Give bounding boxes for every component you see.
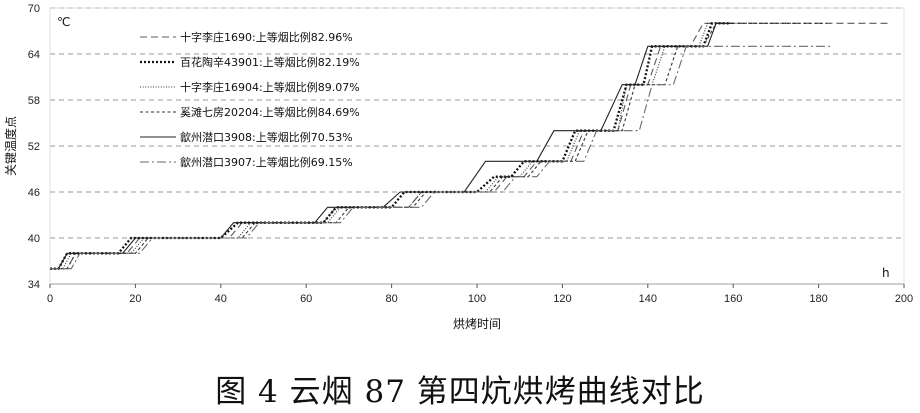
series-line-2 [50,22,798,270]
axes [49,7,905,288]
x-tick-label-0: 0 [47,293,53,305]
legend-label-5: 歙州潜口3907:上等烟比例69.15% [180,155,353,169]
x-tick-label-7: 140 [639,293,657,305]
x-tick-label-4: 80 [385,293,397,305]
x-tick-label-6: 120 [553,293,571,305]
x-tick-label-8: 160 [724,293,742,305]
y-axis-title: 关键温度点 [3,116,18,176]
series-line-1 [50,22,729,270]
figure-caption: 图 4 云烟 87 第四炕烘烤曲线对比 [215,374,705,410]
x-tick-label-3: 60 [300,293,312,305]
legend-label-2: 十字李庄16904:上等烟比例89.07% [180,80,360,94]
legend-label-0: 十字李庄1690:上等烟比例82.96% [180,30,353,44]
series-line-4 [50,22,734,270]
x-tick-label-2: 40 [215,293,227,305]
tick-labels: 0 20 40 60 80 100 120 140 160 180 200 34 40 46 52 58 64 7… [28,3,913,305]
x-unit-label: h [882,266,890,280]
legend: 十字李庄1690:上等烟比例82.96% 百花陶辛43901:上等烟比例82.19… [140,30,360,169]
legend-label-3: 奚滩七房20204:上等烟比例84.69% [180,105,360,119]
y-tick-label-0: 34 [28,279,40,291]
x-tick-label-1: 20 [129,293,141,305]
y-unit-label: ℃ [57,15,70,29]
y-tick-label-5: 64 [28,49,40,61]
series-lines [50,22,892,270]
series-line-5 [50,45,832,270]
x-tick-label-9: 180 [809,293,827,305]
x-tick-label-5: 100 [468,293,486,305]
x-axis-title: 烘烤时间 [453,316,501,331]
legend-label-1: 百花陶辛43901:上等烟比例82.19% [180,55,360,69]
series-line-0 [50,22,892,270]
series-line-3 [50,22,828,270]
y-tick-label-3: 52 [28,141,40,153]
x-tick-label-10: 200 [895,293,913,305]
y-tick-label-2: 46 [28,187,40,199]
y-tick-label-1: 40 [28,233,40,245]
y-tick-label-4: 58 [28,95,40,107]
legend-label-4: 歙州潜口3908:上等烟比例70.53% [180,130,353,144]
gridlines [50,7,904,239]
line-chart: 0 20 40 60 80 100 120 140 160 180 200 34 40 46 52 58 64 7… [3,3,913,331]
y-tick-label-6: 70 [28,3,40,15]
